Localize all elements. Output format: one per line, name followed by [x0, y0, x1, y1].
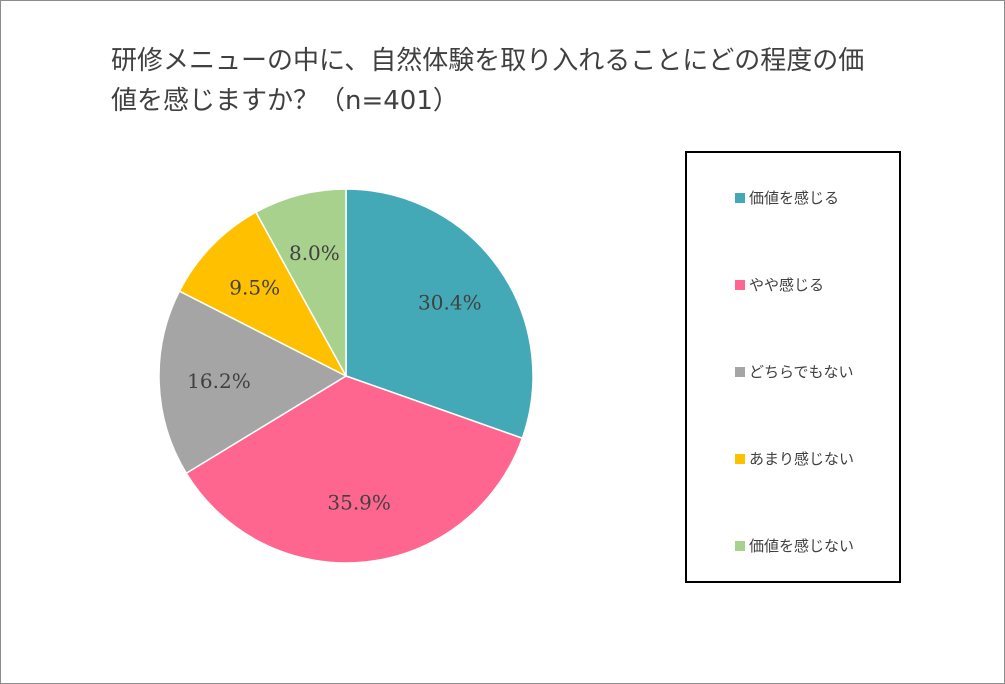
chart-title-line-2: 値を感じますか？（n=401）: [111, 86, 459, 116]
chart-title-line-1: 研修メニューの中に、自然体験を取り入れることにどの程度の価: [111, 46, 865, 76]
legend-swatch-5: [735, 540, 745, 551]
legend-item-1: 価値を感じる: [735, 187, 839, 208]
chart-title: 研修メニューの中に、自然体験を取り入れることにどの程度の価 値を感じますか？（n…: [111, 41, 911, 121]
legend-swatch-2: [735, 279, 745, 290]
pie-slice-label-4: 9.5%: [229, 276, 280, 300]
pie-slice-4: [178, 211, 348, 378]
legend-label-3: どちらでもない: [749, 363, 854, 381]
pie-slice-label-5: 8.0%: [289, 241, 340, 265]
legend-item-2: やや感じる: [735, 274, 824, 295]
legend-item-4: あまり感じない: [735, 448, 854, 469]
legend-label-4: あまり感じない: [749, 450, 855, 468]
pie-slice-3: [158, 290, 348, 475]
legend-item-3: どちらでもない: [735, 361, 854, 382]
legend-swatch-1: [735, 192, 745, 203]
legend-swatch-4: [735, 453, 745, 464]
pie-slice-1: [345, 188, 534, 440]
pie-slice-5: [254, 188, 347, 377]
pie-slice-label-2: 35.9%: [327, 490, 391, 514]
legend-label-5: 価値を感じない: [749, 537, 855, 555]
legend-item-5: 価値を感じない: [735, 535, 854, 556]
legend-swatch-3: [735, 366, 745, 377]
legend-label-1: 価値を感じる: [749, 189, 840, 207]
pie-slice-label-3: 16.2%: [187, 369, 251, 393]
chart-legend: 価値を感じる やや感じるどちらでもない あまり感じない 価値を感じない: [685, 151, 901, 583]
pie-slice-label-1: 30.4%: [418, 291, 482, 315]
legend-label-2: やや感じる: [749, 276, 825, 294]
